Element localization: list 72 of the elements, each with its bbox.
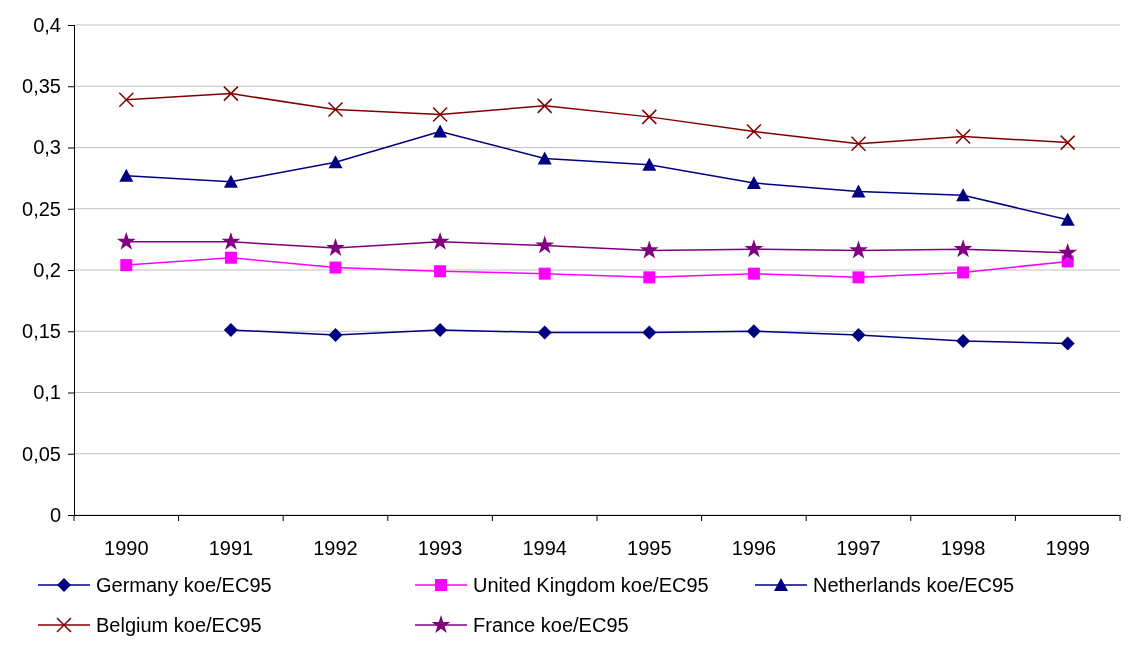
point <box>1058 242 1078 261</box>
legend-label: Belgium koe/EC95 <box>96 614 262 636</box>
point <box>953 239 973 258</box>
point <box>433 124 448 138</box>
point <box>642 157 657 171</box>
point <box>747 267 760 280</box>
y-tick-label: 0 <box>49 503 61 526</box>
point <box>120 259 133 272</box>
y-tick-label: 0,35 <box>22 75 61 98</box>
point <box>119 168 134 182</box>
point <box>536 98 553 114</box>
x-tick-label: 1996 <box>731 537 777 560</box>
point <box>642 325 657 340</box>
point <box>223 85 239 102</box>
x-tick-label: 1993 <box>417 537 463 560</box>
y-tick-label: 0,05 <box>22 442 61 465</box>
point <box>433 323 448 338</box>
point <box>326 238 345 256</box>
y-tick-label: 0,1 <box>33 381 61 404</box>
y-tick-label: 0,4 <box>33 13 61 36</box>
point <box>850 136 867 152</box>
point <box>434 265 447 278</box>
point <box>221 231 241 250</box>
point <box>118 91 135 108</box>
point <box>744 239 764 258</box>
point <box>432 106 448 123</box>
point <box>956 334 971 349</box>
point <box>223 323 238 338</box>
point <box>957 266 970 279</box>
y-tick-label: 0,15 <box>22 320 61 343</box>
point <box>956 188 971 202</box>
point <box>538 267 551 280</box>
point <box>746 176 761 190</box>
x-tick-label: 1998 <box>940 537 986 560</box>
x-tick-label: 1999 <box>1045 537 1090 560</box>
point <box>537 151 552 165</box>
point <box>535 235 555 254</box>
legend-label: France koe/EC95 <box>473 614 629 636</box>
x-tick-label: 1992 <box>313 537 358 560</box>
legend-label: Germany koe/EC95 <box>96 574 272 596</box>
point <box>116 231 136 250</box>
point <box>746 123 762 140</box>
point <box>641 109 658 125</box>
y-tick-label: 0,25 <box>22 197 61 220</box>
y-tick-label: 0,3 <box>33 136 61 159</box>
legend-label: Netherlands koe/EC95 <box>813 574 1015 596</box>
x-tick-label: 1997 <box>836 537 881 560</box>
x-tick-label: 1995 <box>627 537 672 560</box>
y-tick-label: 0,2 <box>33 258 61 281</box>
x-tick-label: 1990 <box>104 537 149 560</box>
point <box>537 325 552 340</box>
point <box>849 240 868 259</box>
point <box>430 231 450 250</box>
point <box>746 324 761 339</box>
point <box>328 327 343 342</box>
legend-label: United Kingdom koe/EC95 <box>473 574 709 596</box>
point <box>223 174 238 188</box>
point <box>852 271 865 284</box>
point <box>328 155 343 169</box>
point <box>329 261 342 274</box>
point <box>955 128 971 145</box>
point <box>1060 336 1075 351</box>
point <box>1059 134 1076 151</box>
point <box>851 327 866 342</box>
point <box>327 101 344 118</box>
point <box>643 271 656 284</box>
x-tick-label: 1991 <box>208 537 254 560</box>
point <box>224 251 237 264</box>
x-tick-label: 1994 <box>522 537 567 560</box>
point <box>851 184 866 198</box>
point <box>1060 212 1075 226</box>
point <box>639 240 659 259</box>
